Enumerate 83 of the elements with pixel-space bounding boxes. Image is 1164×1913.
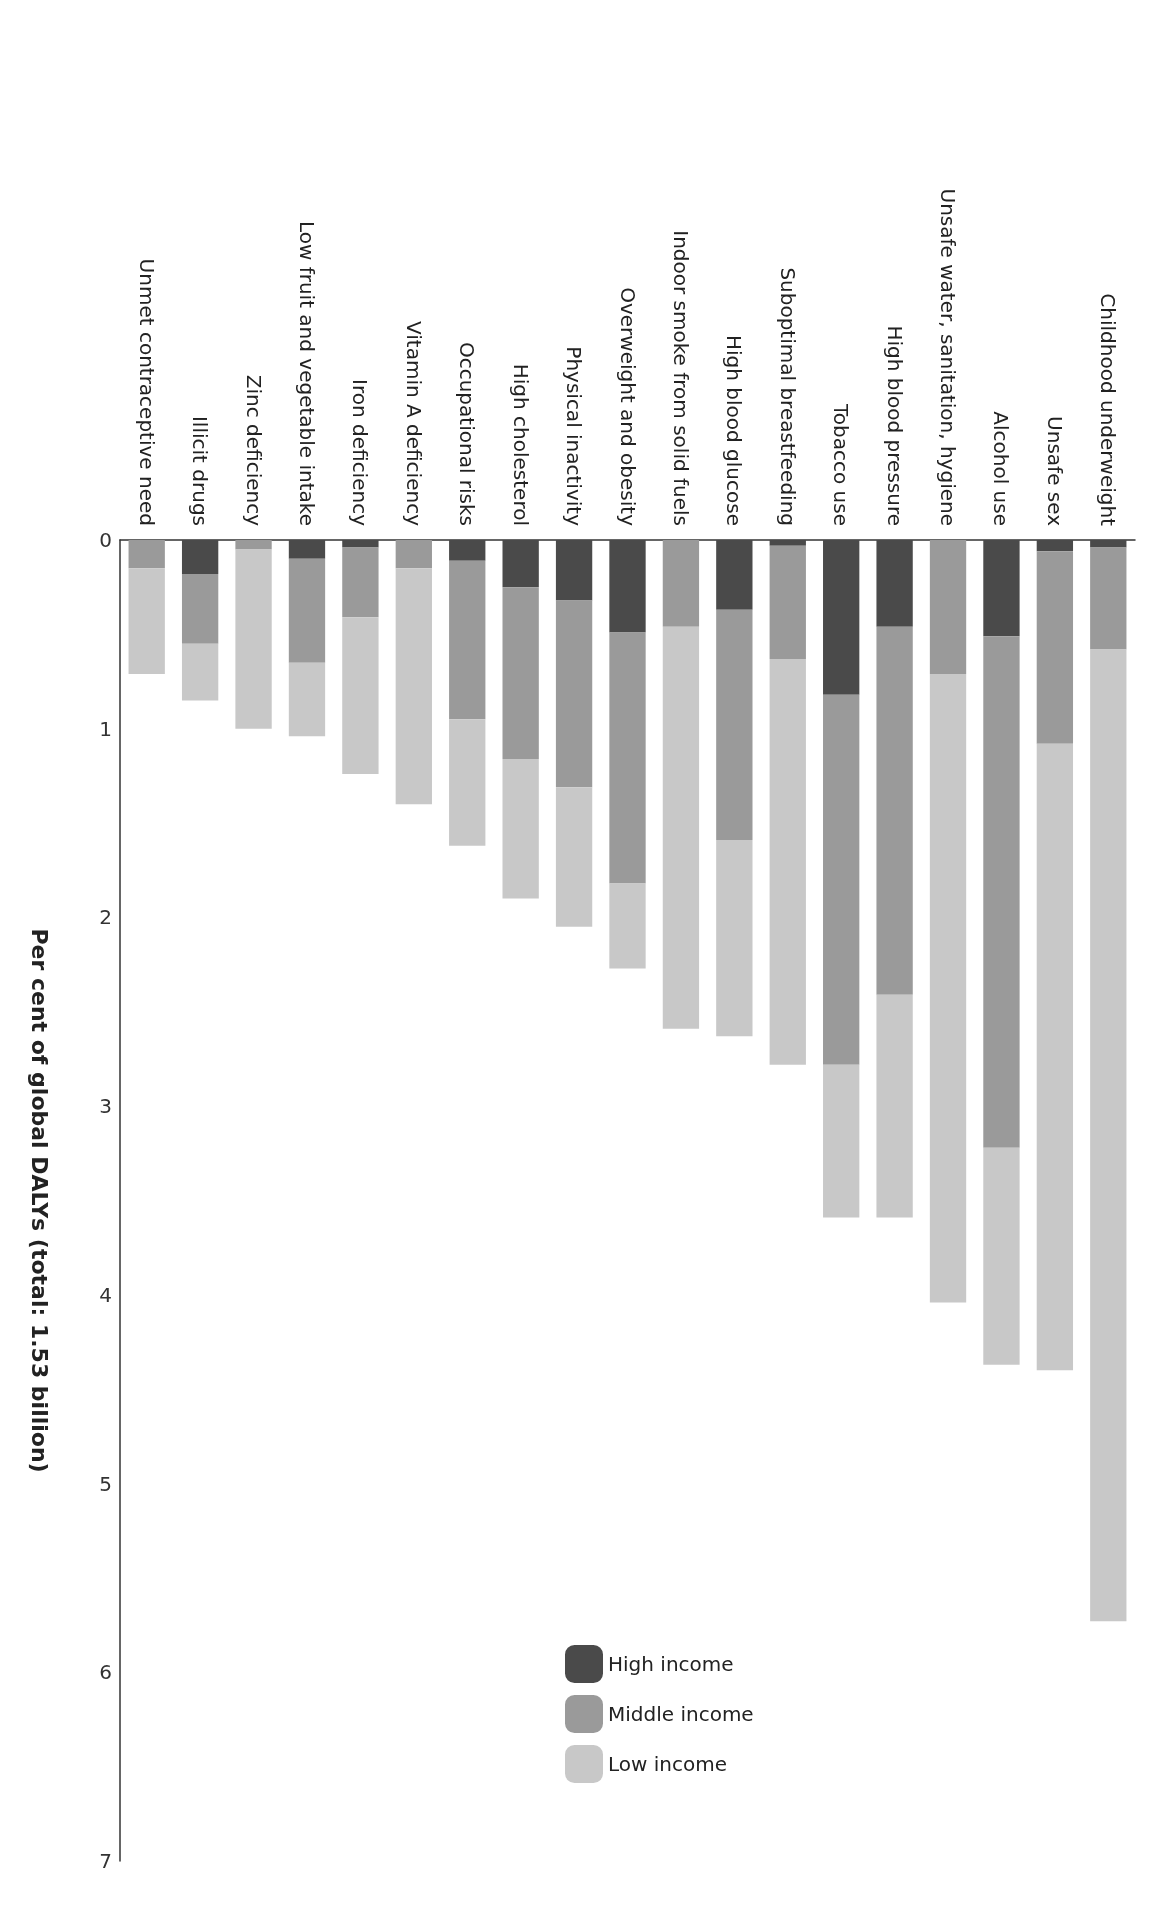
x-tick-label: High cholesterol	[508, 363, 533, 526]
x-tick-label: Indoor smoke from solid fuels	[668, 230, 693, 526]
bar	[983, 540, 1020, 637]
bar	[609, 540, 646, 633]
legend-label: Middle income	[608, 1702, 754, 1726]
bar	[1090, 649, 1127, 1622]
bar	[769, 658, 806, 1065]
bar	[716, 609, 753, 841]
bar	[288, 540, 326, 559]
bar	[342, 540, 379, 548]
bar	[716, 840, 753, 1037]
bar	[555, 540, 593, 601]
x-tick-label: Unsafe water, sanitation, hygiene	[936, 188, 961, 526]
x-tick-label: High blood pressure	[882, 325, 907, 526]
x-tick-label: Tobacco use	[829, 403, 854, 526]
bar	[342, 547, 379, 618]
bar	[876, 540, 913, 627]
bar	[1036, 551, 1074, 744]
bar	[128, 540, 165, 569]
bar	[449, 540, 486, 561]
bar	[662, 540, 700, 627]
bar	[662, 626, 700, 1029]
y-tick-label: 2	[99, 905, 112, 930]
bar	[181, 540, 219, 574]
bar	[983, 1147, 1020, 1365]
bar	[823, 1064, 860, 1218]
bar	[288, 662, 326, 737]
x-tick-label: Low fruit and vegetable intake	[294, 220, 319, 526]
y-tick-label: 7	[99, 1849, 112, 1873]
x-tick-label: Alcohol use	[989, 411, 1014, 526]
bar	[769, 545, 806, 659]
bar	[983, 636, 1020, 1148]
bar	[823, 540, 860, 695]
bar	[449, 719, 486, 846]
bar	[395, 540, 432, 569]
bar	[235, 549, 272, 729]
legend-label: Low income	[608, 1752, 727, 1776]
bar	[1090, 540, 1127, 548]
bar	[555, 787, 593, 927]
bar	[181, 573, 219, 644]
bar	[609, 883, 646, 969]
bar	[128, 568, 165, 674]
bar	[235, 540, 272, 550]
x-tick-label: Unmet contraceptive need	[134, 258, 159, 526]
bar	[288, 558, 326, 663]
bar	[716, 540, 753, 610]
bar	[449, 560, 486, 720]
x-tick-label: High blood glucose	[722, 335, 747, 526]
bar	[929, 540, 967, 674]
x-tick-label: Childhood underweight	[1096, 293, 1121, 527]
bar	[929, 673, 967, 1303]
bar	[876, 994, 913, 1218]
bar	[1036, 540, 1074, 552]
bar	[395, 568, 432, 805]
bar	[769, 540, 806, 546]
bar	[609, 632, 646, 884]
bar	[502, 758, 539, 899]
x-tick-label: Occupational risks	[455, 341, 480, 526]
bar	[876, 626, 913, 995]
y-axis-title: Per cent of global DALYs (total: 1.53 billion)	[26, 928, 52, 1473]
x-tick-label: Iron deficiency	[348, 379, 373, 527]
y-tick-label: 0	[99, 528, 112, 552]
x-tick-label: Unsafe sex	[1042, 416, 1067, 527]
x-tick-label: Physical inactivity	[562, 346, 587, 527]
bar	[823, 694, 860, 1065]
x-tick-label: Suboptimal breastfeeding	[775, 267, 800, 526]
x-tick-label: Overweight and obesity	[615, 287, 640, 527]
bar	[502, 540, 539, 588]
y-tick-label: 5	[99, 1471, 112, 1496]
y-tick-label: 1	[99, 716, 112, 741]
bar	[1090, 547, 1127, 650]
bar	[1036, 743, 1074, 1371]
y-tick-label: 6	[99, 1660, 112, 1685]
y-tick-label: 4	[99, 1282, 112, 1307]
bar	[555, 600, 593, 788]
bar	[502, 587, 539, 759]
bar	[342, 617, 379, 775]
legend-label: High income	[608, 1652, 734, 1676]
bar	[181, 643, 219, 701]
y-tick-label: 3	[99, 1094, 112, 1119]
x-tick-label: Zinc deficiency	[241, 374, 266, 527]
x-tick-label: Vitamin A deficiency	[401, 321, 426, 527]
x-tick-label: Illicit drugs	[188, 415, 213, 526]
